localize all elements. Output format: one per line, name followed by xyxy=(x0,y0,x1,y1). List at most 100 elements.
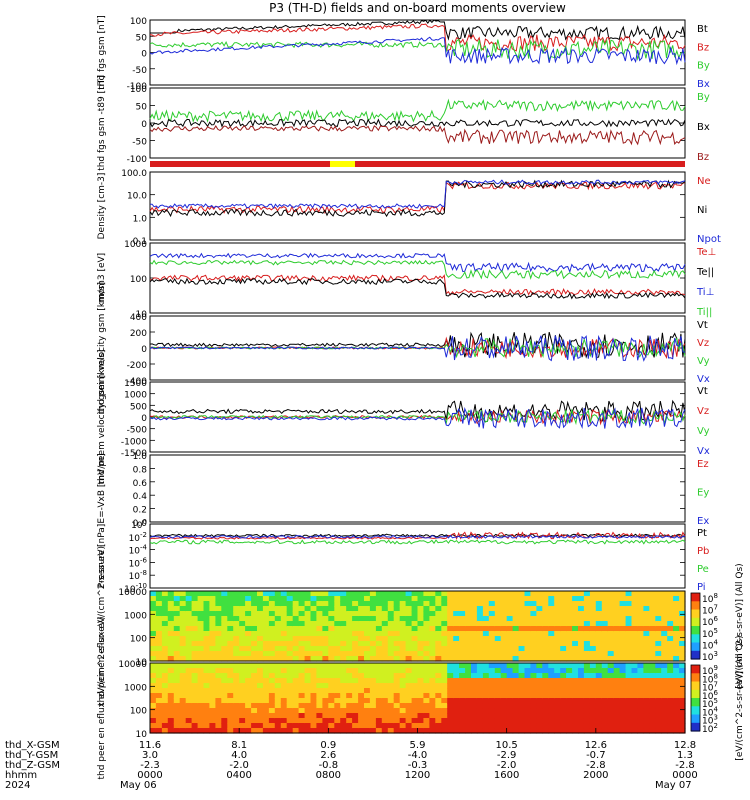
spectrogram-cell xyxy=(494,728,502,734)
spectrogram-cell xyxy=(607,713,615,719)
spectrogram-cell xyxy=(459,601,466,607)
spectrogram-cell xyxy=(310,601,317,607)
spectrogram-cell xyxy=(554,651,561,657)
spectrogram-cell xyxy=(637,626,644,632)
spectrogram-cell xyxy=(518,606,526,612)
spectrogram-cell xyxy=(465,673,472,679)
spectrogram-cell xyxy=(548,646,555,652)
spectrogram-cell xyxy=(518,611,526,617)
spectrogram-cell xyxy=(286,708,294,714)
spectrogram-cell xyxy=(209,656,216,662)
spectrogram-cell xyxy=(655,641,662,647)
spectrogram-cell xyxy=(310,718,317,724)
spectrogram-cell xyxy=(566,591,573,597)
spectrogram-cell xyxy=(613,616,621,622)
colorbar-segment xyxy=(691,634,700,644)
spectrogram-cell xyxy=(637,621,644,627)
spectrogram-cell xyxy=(268,641,276,647)
spectrogram-cell xyxy=(304,718,312,724)
spectrogram-cell xyxy=(542,688,549,694)
spectrogram-cell xyxy=(257,621,264,627)
spectrogram-cell xyxy=(227,591,234,597)
spectrogram-cell xyxy=(435,616,442,622)
spectrogram-cell xyxy=(239,673,246,679)
spectrogram-cell xyxy=(179,728,187,734)
spectrogram-cell xyxy=(322,668,329,674)
spectrogram-cell xyxy=(589,678,597,684)
spectrogram-cell xyxy=(607,668,615,674)
spectrogram-cell xyxy=(482,703,490,709)
spectrogram-cell xyxy=(524,646,531,652)
spectrogram-cell xyxy=(471,673,478,679)
spectrogram-cell xyxy=(215,698,222,704)
spectrogram-cell xyxy=(364,683,371,689)
spectrogram-cell xyxy=(381,601,389,607)
spectrogram-cell xyxy=(583,723,591,729)
spectrogram-cell xyxy=(631,713,638,719)
spectrogram-cell xyxy=(245,591,252,597)
spectrogram-cell xyxy=(227,698,234,704)
spectrogram-cell xyxy=(441,656,448,662)
spectrogram-cell xyxy=(595,723,603,729)
spectrogram-cell xyxy=(649,591,656,597)
spectrogram-cell xyxy=(245,718,252,724)
spectrogram-cell xyxy=(417,703,424,709)
spectrogram-cell xyxy=(292,688,300,694)
spectrogram-cell xyxy=(155,678,163,684)
spectrogram-cell xyxy=(251,651,258,657)
spectrogram-cell xyxy=(601,626,609,632)
spectrogram-cell xyxy=(429,596,436,602)
spectrogram-cell xyxy=(578,631,585,637)
footer-value: -0.7 xyxy=(586,750,606,761)
spectrogram-cell xyxy=(334,621,341,627)
spectrogram-cell xyxy=(554,693,561,699)
spectrogram-cell xyxy=(393,718,401,724)
spectrogram-cell xyxy=(572,656,579,662)
spectrogram-cell xyxy=(352,663,359,669)
spectrogram-cell xyxy=(346,708,353,714)
spectrogram-cell xyxy=(352,611,359,617)
spectrogram-cell xyxy=(435,641,442,647)
spectrogram-cell xyxy=(560,646,567,652)
panel-10: [eV/(cm^2-s-sr-eV)] (All Qs)100001000100… xyxy=(97,616,745,779)
spectrogram-cell xyxy=(643,631,650,637)
spectrogram-cell xyxy=(542,606,549,612)
spectrogram-cell xyxy=(334,596,341,602)
spectrogram-cell xyxy=(150,621,157,627)
spectrogram-cell xyxy=(649,656,656,662)
spectrogram-cell xyxy=(173,698,181,704)
spectrogram-cell xyxy=(215,606,222,612)
spectrogram-cell xyxy=(167,683,175,689)
spectrogram-cell xyxy=(441,611,448,617)
spectrogram-cell xyxy=(310,621,317,627)
spectrogram-cell xyxy=(328,621,335,627)
spectrogram-cell xyxy=(494,631,502,637)
spectrogram-cell xyxy=(179,688,187,694)
spectrogram-cell xyxy=(453,673,460,679)
spectrogram-cell xyxy=(179,646,187,652)
spectrogram-cell xyxy=(268,718,276,724)
spectrogram-cell xyxy=(631,688,638,694)
spectrogram-cell xyxy=(227,688,234,694)
spectrogram-cell xyxy=(649,678,656,684)
spectrogram-cell xyxy=(304,636,312,642)
spectrogram-cell xyxy=(340,606,347,612)
spectrogram-cell xyxy=(607,641,615,647)
spectrogram-cell xyxy=(679,656,686,662)
spectrogram-cell xyxy=(482,616,490,622)
footer-value: -2.8 xyxy=(586,760,606,771)
spectrogram-cell xyxy=(506,646,514,652)
spectrogram-cell xyxy=(381,631,389,637)
spectrogram-cell xyxy=(286,631,294,637)
spectrogram-cell xyxy=(328,616,335,622)
spectrogram-cell xyxy=(334,663,341,669)
footer-value: -0.8 xyxy=(318,760,339,771)
spectrogram-cell xyxy=(262,596,270,602)
spectrogram-cell xyxy=(292,698,300,704)
spectrogram-cell xyxy=(536,596,543,602)
spectrogram-cell xyxy=(500,606,508,612)
spectrogram-cell xyxy=(399,718,407,724)
spectrogram-cell xyxy=(245,641,252,647)
spectrogram-cell xyxy=(643,718,650,724)
spectrogram-cell xyxy=(352,636,359,642)
